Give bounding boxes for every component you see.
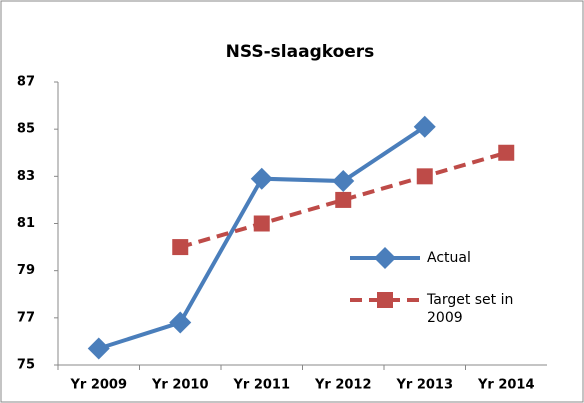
x-tick-label: Yr 2013 [395,378,453,393]
y-tick-label: 79 [17,263,35,278]
y-tick-label: 85 [17,122,35,137]
marker [169,311,192,334]
marker [250,167,273,190]
marker [253,215,270,232]
marker [172,239,189,256]
y-tick-label: 83 [17,169,35,184]
legend-marker [374,247,396,269]
y-tick-label: 87 [17,75,35,90]
legend-label: Target set in 2009 [427,292,514,326]
x-tick-label: Yr 2009 [69,378,127,393]
x-tick-label: Yr 2010 [151,378,209,393]
marker [332,170,355,193]
chart-title: NSS-slaagkoers [226,42,375,62]
x-tick-label: Yr 2012 [314,378,372,393]
x-tick-label: Yr 2014 [477,378,535,393]
marker [416,168,433,185]
x-tick-label: Yr 2011 [232,378,290,393]
legend-marker [377,292,393,308]
y-tick-label: 81 [17,216,35,231]
y-tick-label: 75 [17,358,35,373]
marker [413,115,436,138]
legend-label: Actual [427,250,471,266]
marker [87,337,110,360]
marker [335,191,352,208]
y-tick-label: 77 [17,310,35,325]
marker [498,144,515,161]
